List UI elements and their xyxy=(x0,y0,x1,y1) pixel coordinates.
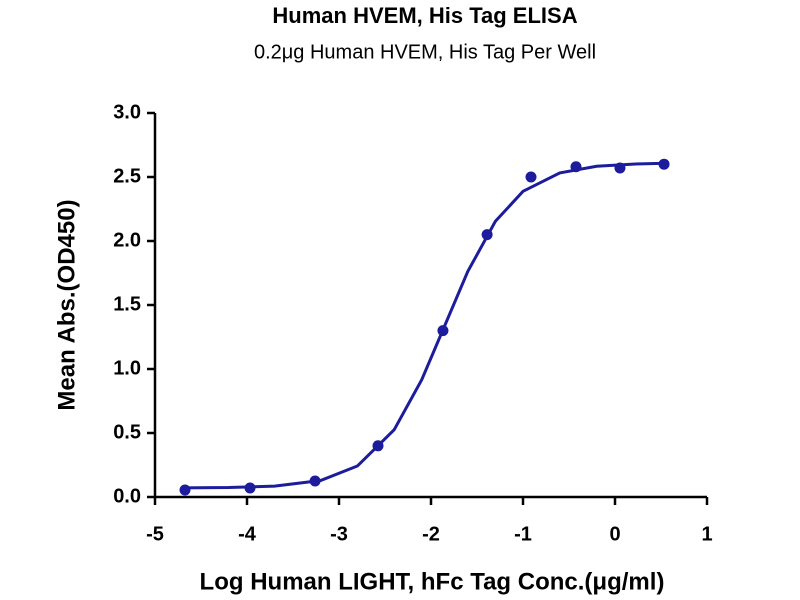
data-point xyxy=(244,482,256,494)
x-tick-label: -2 xyxy=(422,523,440,545)
y-tick-label: 3.0 xyxy=(113,101,141,123)
y-tick-label: 2.5 xyxy=(113,165,141,187)
data-point xyxy=(525,171,537,183)
x-tick-label: 1 xyxy=(701,523,712,545)
fit-curve xyxy=(182,161,662,490)
y-tick-label: 0.0 xyxy=(113,485,141,507)
y-tick-label: 1.5 xyxy=(113,293,141,315)
chart-subtitle: 0.2μg Human HVEM, His Tag Per Well xyxy=(254,41,596,63)
data-point xyxy=(437,325,449,337)
data-point xyxy=(179,484,191,496)
x-tick-label: 0 xyxy=(609,523,620,545)
y-tick-label: 1.0 xyxy=(113,357,141,379)
data-point xyxy=(614,162,626,174)
y-axis-label: Mean Abs.(OD450) xyxy=(53,199,80,410)
x-tick-label: -1 xyxy=(514,523,532,545)
data-point xyxy=(372,440,384,452)
data-point xyxy=(481,229,493,241)
x-tick-label: -3 xyxy=(330,523,348,545)
x-tick-label: -4 xyxy=(238,523,257,545)
data-point xyxy=(309,475,321,487)
data-point xyxy=(658,158,670,170)
x-tick-label: -5 xyxy=(146,523,164,545)
chart-title: Human HVEM, His Tag ELISA xyxy=(272,3,577,28)
data-point xyxy=(570,161,582,173)
y-tick-label: 0.5 xyxy=(113,421,141,443)
x-axis-label: Log Human LIGHT, hFc Tag Conc.(μg/ml) xyxy=(200,568,665,595)
y-tick-label: 2.0 xyxy=(113,229,141,251)
